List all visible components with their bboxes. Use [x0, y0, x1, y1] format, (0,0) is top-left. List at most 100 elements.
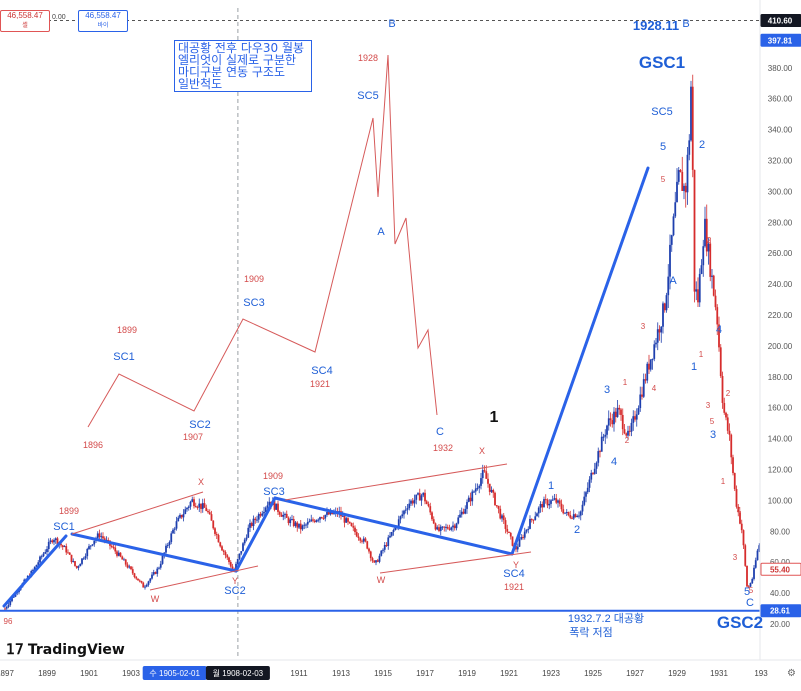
y-tick-label: 260.00	[768, 249, 793, 258]
candle-body	[592, 472, 594, 474]
candle-body	[471, 491, 474, 502]
wave-label: 3	[733, 553, 738, 562]
settings-gear-icon[interactable]: ⚙	[787, 668, 796, 679]
wave-label: X	[479, 446, 485, 456]
x-tick-label: 1911	[290, 669, 308, 678]
candle-body	[235, 563, 237, 571]
candle-body	[600, 436, 603, 452]
candle-body	[212, 520, 215, 529]
candle-body	[387, 537, 390, 546]
candle-body	[466, 501, 468, 509]
candle-body	[537, 507, 540, 514]
y-tick-label: 240.00	[768, 280, 793, 289]
candle-body	[215, 533, 218, 536]
candle-body	[628, 430, 631, 432]
tradingview-logo: 𝟣𝟩 TradingView	[6, 642, 125, 658]
candle-body	[744, 545, 747, 566]
candle-body	[518, 539, 521, 547]
candle-body	[247, 527, 250, 538]
candle-body	[47, 541, 50, 550]
candle-body	[149, 578, 152, 582]
y-tick-label: 120.00	[768, 466, 793, 475]
buy-price-box[interactable]: 46,558.47 바이	[78, 10, 128, 32]
candle-body	[135, 577, 138, 579]
sell-price-box[interactable]: 46,558.47 셀	[0, 10, 50, 32]
candle-body	[599, 451, 601, 453]
price-tag-label: 28.61	[770, 607, 791, 616]
candle-body	[511, 536, 514, 546]
candle-body	[452, 525, 454, 528]
candle-body	[541, 504, 544, 508]
candle-body	[299, 523, 302, 530]
candle-body	[522, 537, 524, 539]
candle-body	[425, 501, 428, 505]
candle-body	[39, 556, 41, 563]
wave-label: 1907	[183, 432, 203, 442]
candle-body	[242, 543, 244, 552]
buy-price: 46,558.47	[85, 11, 121, 20]
candle-body	[152, 572, 155, 575]
candle-body	[42, 553, 45, 557]
candle-body	[593, 468, 596, 474]
wave-line-blue-3	[273, 496, 514, 556]
candle-body	[530, 519, 533, 521]
candle-body	[289, 519, 292, 524]
candle-body	[144, 586, 146, 588]
candle-body	[564, 512, 566, 514]
candle-body	[306, 522, 309, 525]
candle-body	[758, 545, 761, 551]
candle-body	[240, 551, 243, 554]
candle-body	[420, 495, 423, 501]
candle-body	[70, 554, 73, 562]
candle-body	[704, 218, 706, 247]
y-tick-label: 340.00	[768, 126, 793, 135]
candle-body	[179, 514, 181, 518]
wave-label: 96	[4, 617, 13, 626]
candle-body	[576, 515, 579, 518]
candle-body	[121, 556, 124, 560]
x-highlight-box	[142, 666, 207, 680]
candle-body	[264, 507, 267, 512]
y-tick-label: 80.00	[770, 527, 791, 536]
candle-body	[138, 580, 141, 582]
candle-body	[287, 517, 290, 524]
wave-label: 4	[652, 384, 657, 393]
candle-body	[443, 526, 446, 528]
candle-body	[586, 487, 589, 493]
candle-body	[742, 530, 745, 546]
wave-label: Y	[232, 576, 238, 586]
candle-body	[690, 86, 692, 141]
candle-body	[207, 510, 209, 513]
candle-body	[550, 500, 552, 504]
candle-body	[268, 501, 271, 506]
wave-label: B	[388, 18, 395, 30]
candle-body	[4, 608, 6, 610]
candle-body	[740, 523, 743, 531]
candle-body	[560, 503, 563, 510]
candle-body	[189, 501, 192, 507]
candle-body	[480, 478, 482, 486]
wave-label: SC2	[224, 585, 245, 597]
x-tick-label: 1901	[80, 669, 98, 678]
y-tick-label: 100.00	[768, 496, 793, 505]
candle-body	[130, 566, 132, 570]
wave-label: 5	[661, 175, 666, 184]
candle-body	[389, 535, 391, 538]
candle-body	[634, 416, 636, 420]
candle-body	[726, 417, 729, 431]
candle-body	[655, 342, 657, 345]
candle-body	[590, 472, 593, 480]
candle-body	[320, 517, 323, 519]
candle-body	[641, 394, 643, 397]
spread-value: 0.00	[52, 14, 66, 21]
candle-body	[488, 483, 491, 492]
candle-body	[37, 562, 40, 565]
candle-body	[663, 303, 666, 311]
candle-body	[676, 181, 678, 203]
wave-label: 2	[699, 139, 705, 151]
candle-body	[534, 516, 537, 520]
channel-line-red-2	[284, 463, 508, 501]
candle-body	[756, 550, 759, 561]
candle-body	[728, 430, 731, 435]
